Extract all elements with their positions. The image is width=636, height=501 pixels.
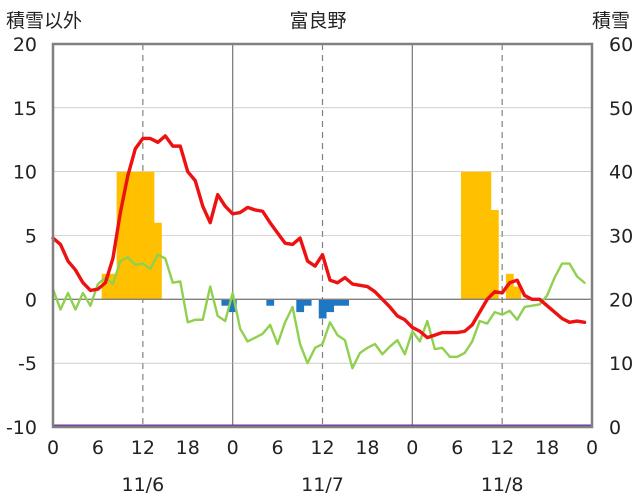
- y-right-tick-label: 10: [609, 353, 633, 375]
- orange-bar: [513, 286, 522, 300]
- orange-bar: [475, 171, 484, 300]
- orange-bar: [154, 222, 162, 300]
- y-right-tick-label: 60: [609, 34, 633, 56]
- orange-bar: [139, 171, 147, 300]
- blue-bar: [326, 299, 335, 313]
- blue-bar: [221, 299, 230, 306]
- y-right-axis-title: 積雪: [592, 10, 630, 32]
- y-right-tick-label: 30: [609, 226, 633, 248]
- blue-bar: [341, 299, 350, 306]
- x-hour-tick-label: 0: [47, 437, 59, 459]
- orange-bar: [483, 171, 492, 300]
- x-hour-tick-label: 18: [176, 437, 200, 459]
- y-left-tick-label: 15: [13, 98, 37, 120]
- red-series-line: [51, 134, 587, 340]
- orange-bar-layer: [101, 171, 522, 300]
- y-right-tick-label: 20: [609, 289, 633, 311]
- blue-bar: [333, 299, 342, 306]
- orange-bar: [468, 171, 477, 300]
- orange-bar: [109, 273, 117, 300]
- y-right-tick-label: 50: [609, 98, 633, 120]
- y-left-tick-label: -5: [18, 353, 37, 375]
- blue-bar: [303, 299, 312, 306]
- orange-bar: [146, 171, 155, 300]
- x-hour-tick-label: 6: [92, 437, 104, 459]
- x-date-label: 11/7: [301, 474, 344, 496]
- orange-bar: [124, 171, 132, 300]
- green-series-line: [51, 253, 586, 370]
- y-left-tick-label: 0: [25, 289, 37, 311]
- x-hour-tick-label: 12: [131, 437, 155, 459]
- orange-bar: [101, 273, 110, 300]
- orange-bar: [116, 171, 125, 300]
- orange-bar: [490, 209, 499, 300]
- x-hour-tick-label: 6: [451, 437, 463, 459]
- chart-title: 富良野: [289, 10, 346, 32]
- orange-bar: [505, 273, 514, 300]
- x-hour-tick-label: 18: [355, 437, 379, 459]
- blue-bar: [228, 299, 237, 313]
- x-hour-tick-label: 6: [272, 437, 284, 459]
- x-date-label: 11/6: [121, 474, 164, 496]
- y-left-tick-label: -10: [6, 417, 37, 439]
- frame-layer: [51, 42, 594, 429]
- x-hour-tick-label: 12: [490, 437, 514, 459]
- plot-frame: [51, 42, 594, 429]
- y-right-tick-label: 0: [609, 417, 621, 439]
- y-left-tick-label: 5: [25, 226, 37, 248]
- blue-bar: [266, 299, 275, 306]
- x-hour-tick-label: 0: [406, 437, 418, 459]
- orange-bar: [131, 171, 140, 300]
- orange-bar: [460, 171, 469, 300]
- y-right-tick-label: 40: [609, 162, 633, 184]
- x-date-label: 11/8: [481, 474, 524, 496]
- y-left-tick-label: 10: [13, 162, 37, 184]
- blue-bar-layer: [221, 299, 350, 319]
- y-left-axis-title: 積雪以外: [6, 10, 82, 32]
- blue-bar: [296, 299, 305, 313]
- x-hour-tick-label: 0: [586, 437, 598, 459]
- blue-bar: [318, 299, 327, 319]
- x-hour-tick-label: 12: [310, 437, 334, 459]
- y-left-tick-label: 20: [13, 34, 37, 56]
- x-hour-tick-label: 0: [227, 437, 239, 459]
- x-hour-tick-label: 18: [535, 437, 559, 459]
